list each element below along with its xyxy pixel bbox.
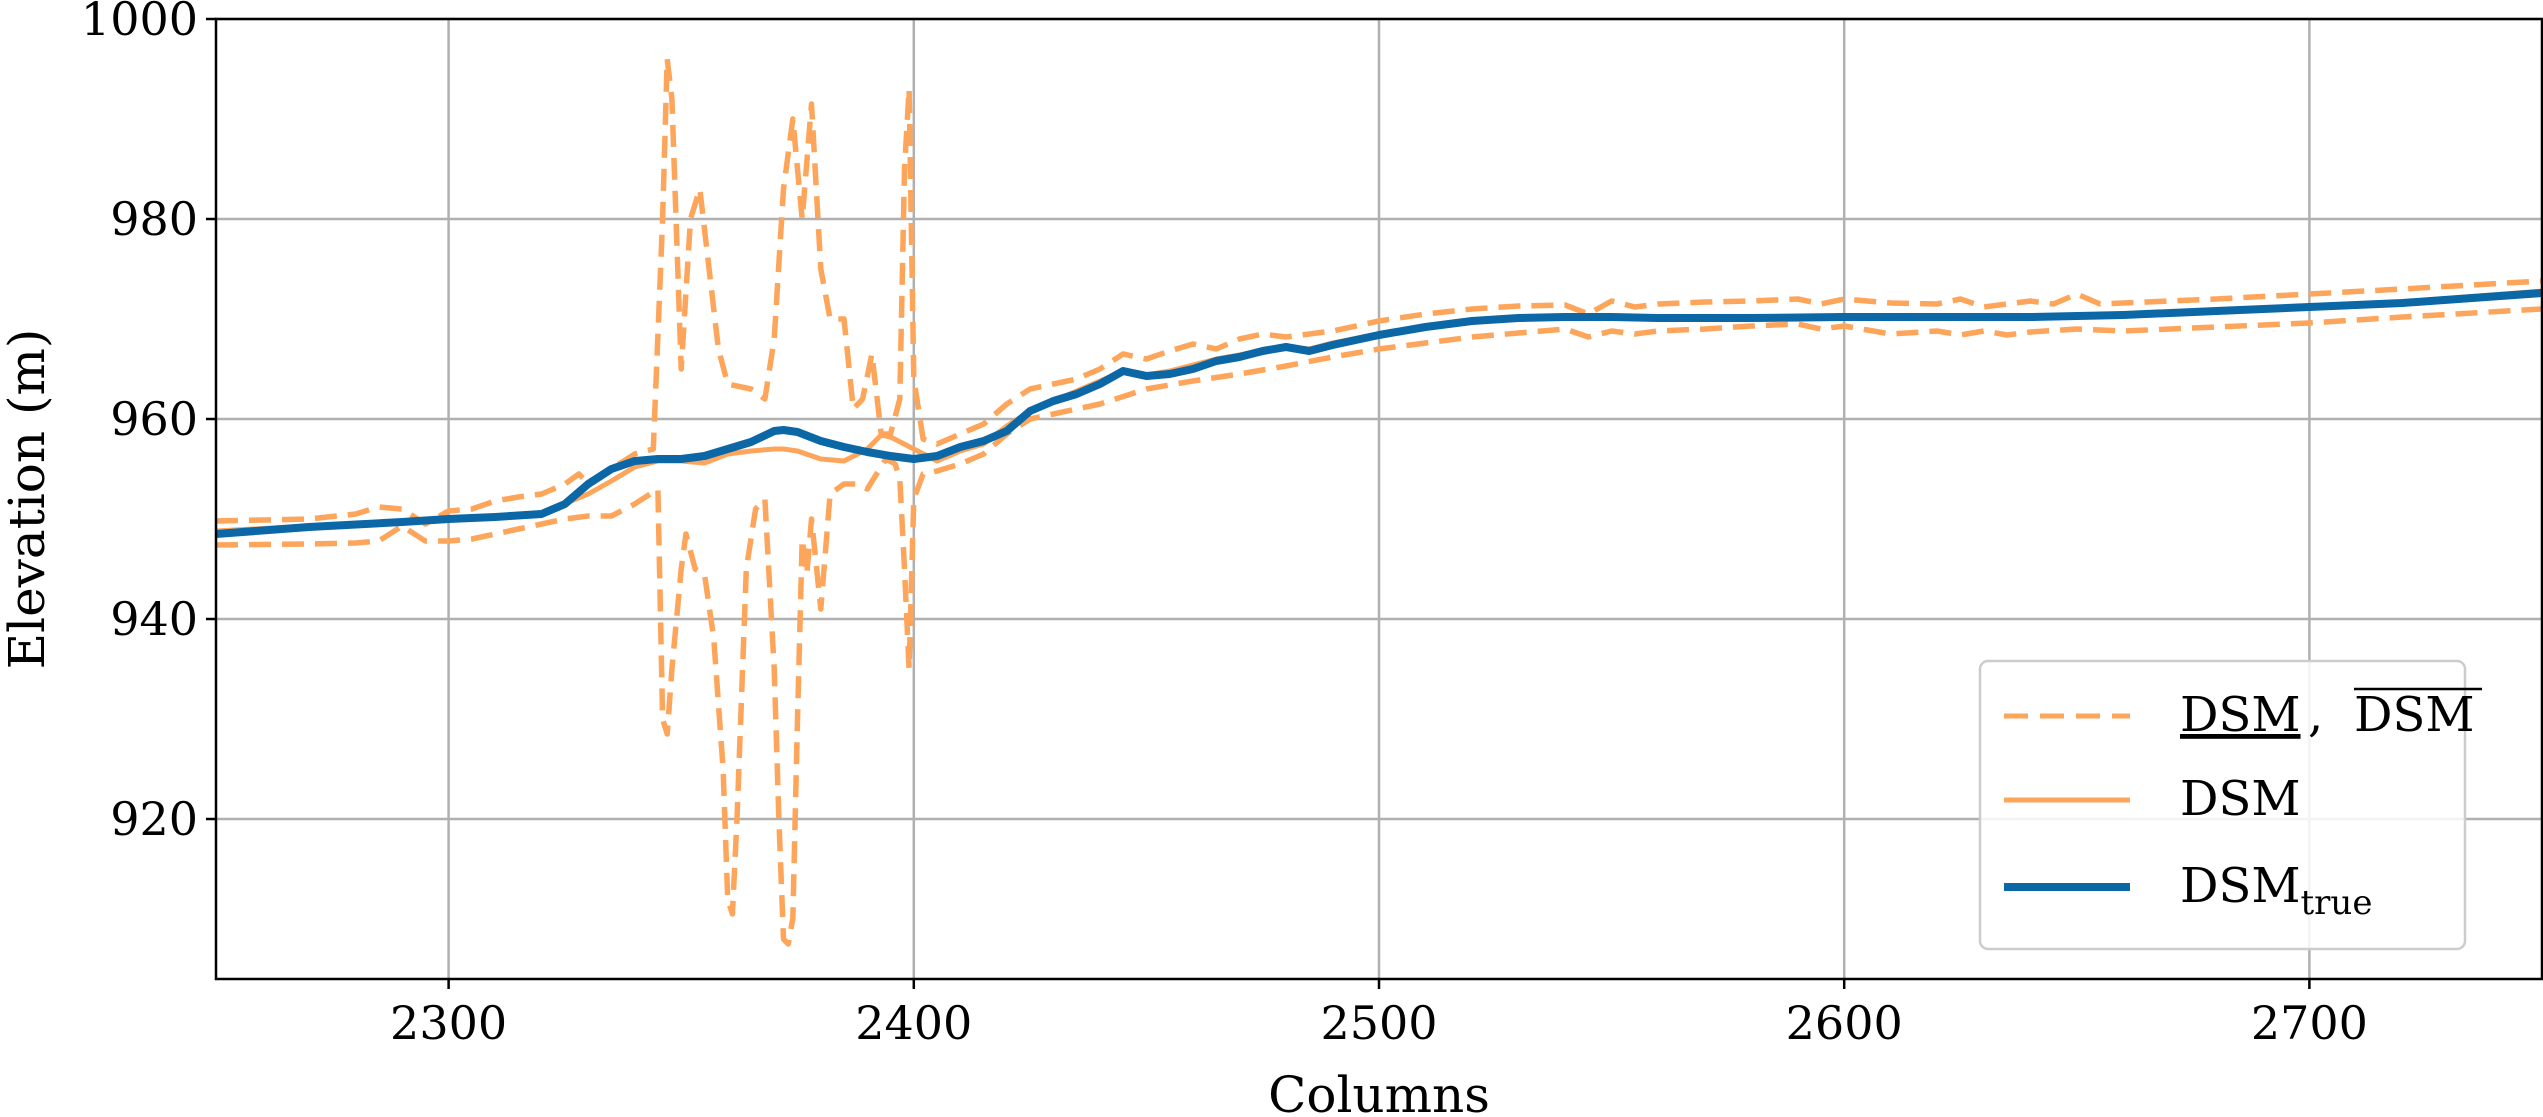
legend: DSM , DSM DSM DSMtrue: [1978, 659, 2482, 951]
y-tick-label: 1000: [81, 0, 198, 46]
y-tick-label: 960: [110, 392, 198, 446]
tick-labels: 2300 2400 2500 2600 2700 920 940 960 980 1000: [81, 0, 2368, 1050]
y-tick-label: 920: [110, 792, 198, 846]
y-tick-label: 940: [110, 592, 198, 646]
legend-true-main: DSM: [2180, 858, 2301, 914]
series-line-dsm-upper: [216, 56, 2542, 527]
y-tick-label: 980: [110, 192, 198, 246]
y-axis-label: Elevation (m): [0, 329, 56, 670]
legend-bounds-upper-label: DSM: [2354, 687, 2475, 743]
legend-box: [1978, 659, 2467, 951]
series-line-dsm-true: [216, 289, 2542, 538]
x-axis-label: Columns: [1268, 1066, 1490, 1117]
x-tick-label: 2700: [2251, 996, 2368, 1050]
x-tick-label: 2300: [390, 996, 507, 1050]
legend-true-label: DSMtrue: [2180, 858, 2372, 923]
legend-bounds-separator: ,: [2308, 687, 2323, 743]
legend-true-subscript: true: [2301, 883, 2373, 923]
x-tick-label: 2500: [1320, 996, 1437, 1050]
axis-ticks: [206, 17, 2311, 989]
x-tick-label: 2600: [1786, 996, 1903, 1050]
x-tick-label: 2400: [855, 996, 972, 1050]
series-line-dsm-lower: [216, 306, 2542, 947]
legend-bounds-lower-label: DSM: [2180, 687, 2301, 743]
legend-mean-label: DSM: [2180, 771, 2301, 827]
series-group: [216, 56, 2542, 947]
